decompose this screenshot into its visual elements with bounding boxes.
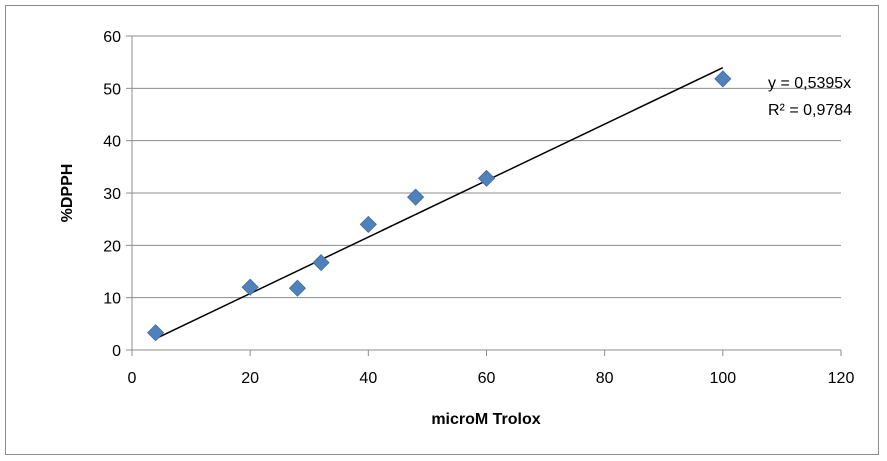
data-point	[714, 70, 732, 88]
y-axis-title: %DPPH	[59, 164, 76, 223]
gridlines	[132, 35, 841, 299]
data-point	[288, 279, 306, 297]
chart-area	[5, 5, 879, 455]
y-tick-label: 20	[103, 238, 121, 255]
data-point	[359, 215, 377, 233]
y-tick-label: 30	[103, 186, 121, 203]
data-points	[147, 70, 732, 342]
x-tick-label: 80	[596, 370, 614, 387]
y-tick-label: 50	[103, 81, 121, 98]
data-point	[241, 278, 259, 296]
y-tick-label: 60	[103, 29, 121, 46]
x-axis-title: microM Trolox	[431, 411, 540, 428]
data-point	[407, 188, 425, 206]
y-tick-label: 0	[112, 343, 121, 360]
y-tick-label: 10	[103, 291, 121, 308]
tick-labels: 0 10 20 30 40 50 60 0 20 40 60 80 100 120	[103, 29, 854, 387]
trendline-equation: y = 0,5395x	[768, 75, 851, 92]
axes	[126, 35, 842, 356]
x-tick-label: 40	[359, 370, 377, 387]
data-point	[477, 169, 496, 187]
trendline-r-squared: R² = 0,9784	[768, 102, 852, 119]
x-tick-label: 100	[709, 370, 736, 387]
data-point	[147, 324, 165, 342]
y-tick-label: 40	[103, 134, 121, 151]
x-tick-label: 20	[241, 370, 259, 387]
x-tick-label: 60	[478, 370, 496, 387]
x-tick-label: 0	[128, 370, 137, 387]
x-tick-label: 120	[828, 370, 855, 387]
data-point	[312, 254, 330, 272]
